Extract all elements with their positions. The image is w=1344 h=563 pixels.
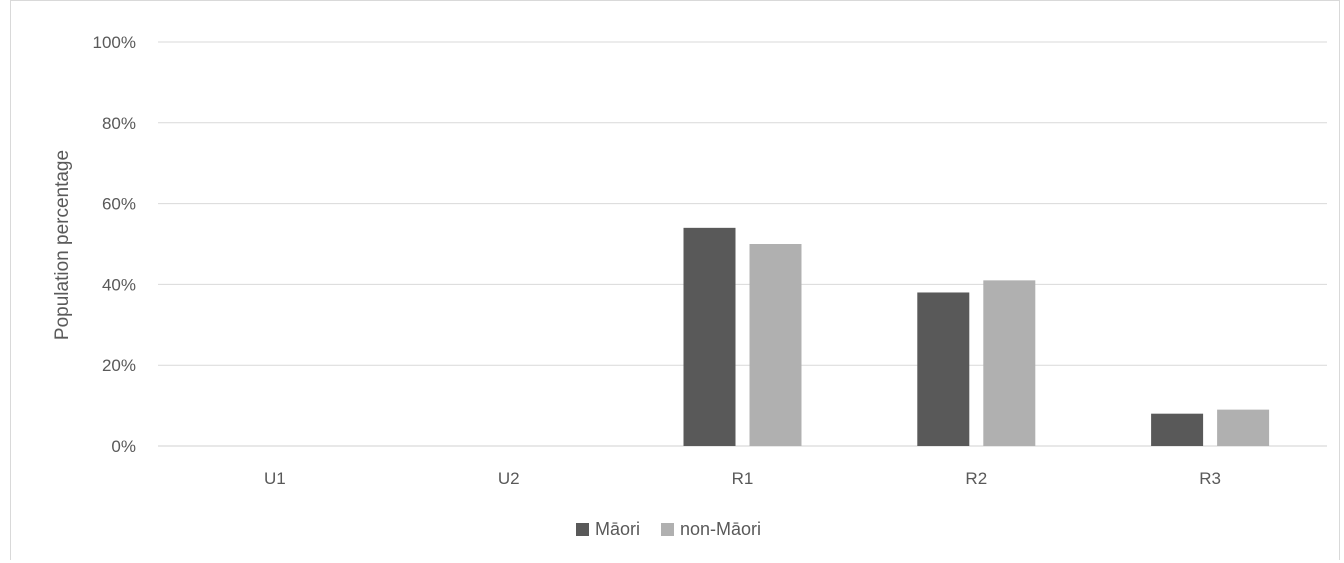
y-tick-label: 0%	[111, 437, 136, 456]
y-tick-label: 60%	[102, 195, 136, 214]
y-tick-label: 20%	[102, 356, 136, 375]
bar-maori-r1	[683, 227, 736, 446]
legend: Māori non-Māori	[576, 519, 761, 539]
gridlines	[158, 41, 1327, 447]
bar-maori-r2	[917, 292, 970, 446]
bar-non-maori-r3	[1217, 409, 1270, 446]
y-tick-label: 100%	[93, 33, 136, 52]
y-tick-label: 80%	[102, 114, 136, 133]
x-tick-label: R2	[965, 469, 987, 488]
x-axis-ticks: U1 U2 R1 R2 R3	[264, 469, 1221, 488]
legend-swatch-maori	[576, 523, 589, 536]
y-tick-label: 40%	[102, 275, 136, 294]
legend-label-maori: Māori	[595, 519, 640, 539]
x-tick-label: R3	[1199, 469, 1221, 488]
y-axis-title: Population percentage	[52, 150, 73, 340]
bar-non-maori-r2	[983, 280, 1036, 446]
legend-swatch-non-maori	[661, 523, 674, 536]
y-axis-ticks: 0% 20% 40% 60% 80% 100%	[93, 33, 136, 456]
x-tick-label: U2	[498, 469, 520, 488]
bar-maori-r3	[1151, 413, 1204, 446]
legend-label-non-maori: non-Māori	[680, 519, 761, 539]
bars	[683, 227, 1270, 446]
x-tick-label: R1	[732, 469, 754, 488]
bar-non-maori-r1	[749, 244, 802, 446]
chart-frame	[10, 0, 1340, 560]
x-tick-label: U1	[264, 469, 286, 488]
